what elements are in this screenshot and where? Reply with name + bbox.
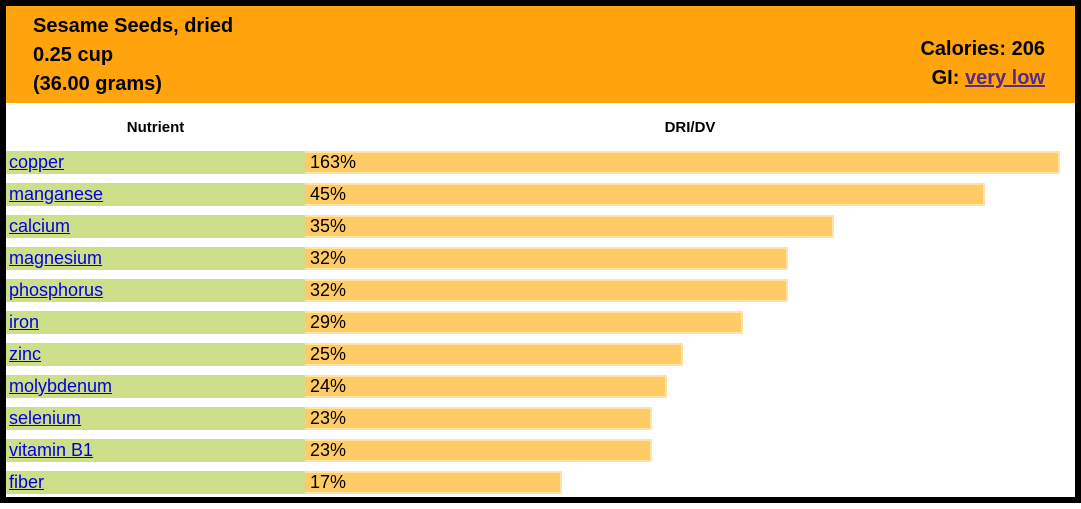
- nutrient-cell: copper: [6, 151, 305, 174]
- nutrient-link-vitamin-b1[interactable]: vitamin B1: [9, 440, 94, 460]
- nutrient-cell: fiber: [6, 471, 305, 494]
- nutrient-link-copper[interactable]: copper: [9, 152, 65, 172]
- gi-value-link[interactable]: very low: [964, 67, 1045, 89]
- nutrient-cell: manganese: [6, 183, 305, 206]
- dri-dv-bar-manganese: 45%: [305, 183, 985, 206]
- bar-value-label: 23%: [310, 440, 347, 460]
- dri-dv-bar-zinc: 25%: [305, 343, 683, 366]
- nutrient-cell: selenium: [6, 407, 305, 430]
- nutrient-link-molybdenum[interactable]: molybdenum: [9, 376, 113, 396]
- nutrient-cell: iron: [6, 311, 305, 334]
- calories-line: Calories: 206: [920, 35, 1045, 64]
- table-row: vitamin B1 23%: [6, 439, 1075, 462]
- bar-value-label: 25%: [310, 344, 347, 364]
- bar-value-label: 17%: [310, 472, 347, 492]
- dri-dv-bar-fiber: 17%: [305, 471, 562, 494]
- dri-dv-bar-phosphorus: 32%: [305, 279, 788, 302]
- nutrient-link-fiber[interactable]: fiber: [9, 472, 45, 492]
- bar-value-label: 45%: [310, 184, 347, 204]
- column-headers: Nutrient DRI/DV: [6, 103, 1075, 151]
- table-row: phosphorus 32%: [6, 279, 1075, 302]
- gi-line: GI: very low: [920, 64, 1045, 93]
- nutrient-link-manganese[interactable]: manganese: [9, 184, 104, 204]
- nutrient-link-iron[interactable]: iron: [9, 312, 40, 332]
- column-header-nutrient: Nutrient: [126, 118, 185, 136]
- bar-value-label: 29%: [310, 312, 347, 332]
- dri-dv-bar-calcium: 35%: [305, 215, 834, 238]
- dri-dv-bar-selenium: 23%: [305, 407, 652, 430]
- column-header-dridv: DRI/DV: [664, 118, 716, 136]
- dri-dv-bar-molybdenum: 24%: [305, 375, 667, 398]
- dri-dv-bar-copper: 163%: [305, 151, 1060, 174]
- nutrient-cell: zinc: [6, 343, 305, 366]
- dri-dv-bar-vitamin-b1: 23%: [305, 439, 652, 462]
- table-row: fiber 17%: [6, 471, 1075, 494]
- gi-label: GI:: [931, 67, 960, 89]
- table-row: selenium 23%: [6, 407, 1075, 430]
- nutrient-cell: magnesium: [6, 247, 305, 270]
- table-row: magnesium 32%: [6, 247, 1075, 270]
- food-title: Sesame Seeds, dried 0.25 cup (36.00 gram…: [33, 12, 233, 103]
- bar-value-label: 23%: [310, 408, 347, 428]
- bar-value-label: 24%: [310, 376, 347, 396]
- table-row: manganese 45%: [6, 183, 1075, 206]
- nutrient-cell: calcium: [6, 215, 305, 238]
- nutrient-rows: copper 163% manganese 45% calcium 35% magnesiu…: [6, 151, 1075, 494]
- nutrient-cell: phosphorus: [6, 279, 305, 302]
- nutrient-link-phosphorus[interactable]: phosphorus: [9, 280, 104, 300]
- nutrient-link-magnesium[interactable]: magnesium: [9, 248, 103, 268]
- dri-dv-bar-iron: 29%: [305, 311, 743, 334]
- food-name: Sesame Seeds, dried: [33, 15, 234, 37]
- chart-header: Sesame Seeds, dried 0.25 cup (36.00 gram…: [6, 6, 1075, 103]
- bar-value-label: 163%: [310, 152, 357, 172]
- header-stats: Calories: 206 GI: very low: [920, 35, 1045, 103]
- dri-dv-bar-magnesium: 32%: [305, 247, 788, 270]
- serving-grams: (36.00 grams): [33, 73, 162, 95]
- table-row: zinc 25%: [6, 343, 1075, 366]
- table-row: calcium 35%: [6, 215, 1075, 238]
- bar-value-label: 35%: [310, 216, 347, 236]
- calories-value: 206: [1011, 38, 1045, 60]
- table-row: molybdenum 24%: [6, 375, 1075, 398]
- bar-value-label: 32%: [310, 248, 347, 268]
- serving-size: 0.25 cup: [33, 44, 114, 66]
- bar-value-label: 32%: [310, 280, 347, 300]
- nutrient-cell: vitamin B1: [6, 439, 305, 462]
- nutrient-link-calcium[interactable]: calcium: [9, 216, 71, 236]
- nutrient-cell: molybdenum: [6, 375, 305, 398]
- table-row: copper 163%: [6, 151, 1075, 174]
- nutrient-link-selenium[interactable]: selenium: [9, 408, 82, 428]
- calories-label: Calories:: [920, 38, 1007, 60]
- table-row: iron 29%: [6, 311, 1075, 334]
- nutrient-link-zinc[interactable]: zinc: [9, 344, 42, 364]
